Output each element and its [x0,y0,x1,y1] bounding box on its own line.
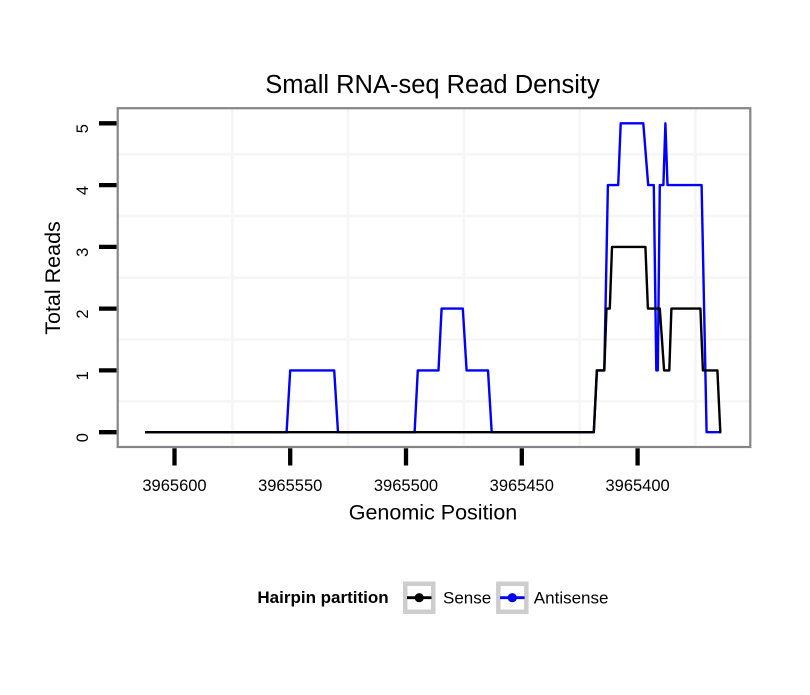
svg-text:4: 4 [74,186,92,195]
svg-text:3: 3 [74,248,92,257]
svg-text:3965550: 3965550 [258,477,322,495]
svg-text:5: 5 [74,124,92,133]
svg-text:Genomic Position: Genomic Position [349,501,518,525]
svg-text:1: 1 [74,371,92,380]
svg-text:3965400: 3965400 [605,477,669,495]
svg-text:2: 2 [74,309,92,318]
svg-text:Small RNA-seq Read Density: Small RNA-seq Read Density [265,71,600,99]
svg-text:Hairpin partition: Hairpin partition [257,588,388,607]
svg-text:3965600: 3965600 [142,477,206,495]
svg-text:3965500: 3965500 [374,477,438,495]
svg-text:0: 0 [74,433,92,442]
svg-text:Sense: Sense [443,588,491,607]
svg-text:Total Reads: Total Reads [41,221,65,335]
svg-text:Antisense: Antisense [534,588,609,607]
svg-text:3965450: 3965450 [490,477,554,495]
